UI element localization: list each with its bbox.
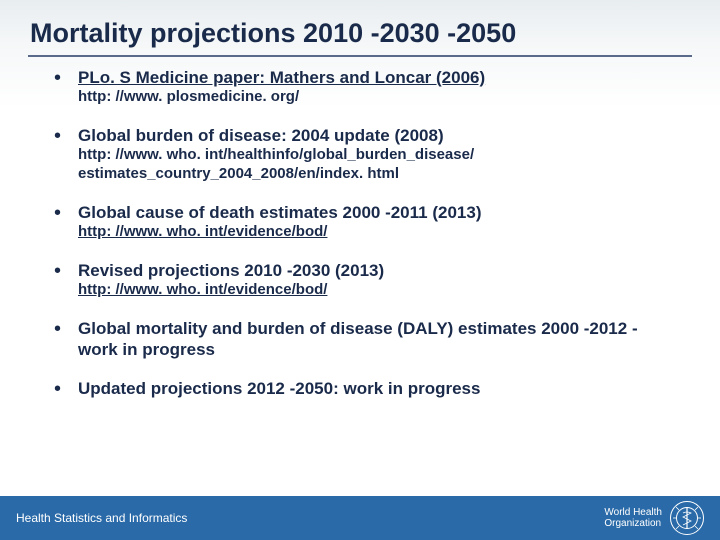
- footer-bar: Health Statistics and Informatics World …: [0, 496, 720, 540]
- list-item: Global mortality and burden of disease (…: [50, 318, 680, 361]
- bullet-list: PLo. S Medicine paper: Mathers and Lonca…: [50, 67, 680, 400]
- who-logo: World Health Organization: [604, 501, 704, 535]
- item-heading: Updated projections 2012 -2050: work in …: [78, 378, 680, 399]
- slide: Mortality projections 2010 -2030 -2050 P…: [0, 0, 720, 540]
- list-item: PLo. S Medicine paper: Mathers and Lonca…: [50, 67, 680, 107]
- item-heading: Global mortality and burden of disease (…: [78, 318, 680, 361]
- slide-title: Mortality projections 2010 -2030 -2050: [0, 0, 720, 55]
- list-item: Updated projections 2012 -2050: work in …: [50, 378, 680, 399]
- who-logo-text: World Health Organization: [604, 507, 662, 529]
- item-url[interactable]: http: //www. plosmedicine. org/: [78, 88, 680, 107]
- item-url[interactable]: http: //www. who. int/evidence/bod/: [78, 223, 680, 242]
- who-logo-line1: World Health: [604, 507, 662, 518]
- title-underline: [28, 55, 692, 57]
- list-item: Global cause of death estimates 2000 -20…: [50, 202, 680, 242]
- who-logo-line2: Organization: [604, 518, 662, 529]
- item-heading: PLo. S Medicine paper: Mathers and Lonca…: [78, 67, 680, 88]
- item-heading: Global cause of death estimates 2000 -20…: [78, 202, 680, 223]
- item-heading: Revised projections 2010 -2030 (2013): [78, 260, 680, 281]
- who-emblem-icon: [670, 501, 704, 535]
- footer-text: Health Statistics and Informatics: [16, 511, 187, 525]
- list-item: Global burden of disease: 2004 update (2…: [50, 125, 680, 184]
- item-url[interactable]: http: //www. who. int/healthinfo/global_…: [78, 146, 680, 184]
- item-heading: Global burden of disease: 2004 update (2…: [78, 125, 680, 146]
- item-url[interactable]: http: //www. who. int/evidence/bod/: [78, 281, 680, 300]
- list-item: Revised projections 2010 -2030 (2013) ht…: [50, 260, 680, 300]
- content-area: PLo. S Medicine paper: Mathers and Lonca…: [0, 61, 720, 400]
